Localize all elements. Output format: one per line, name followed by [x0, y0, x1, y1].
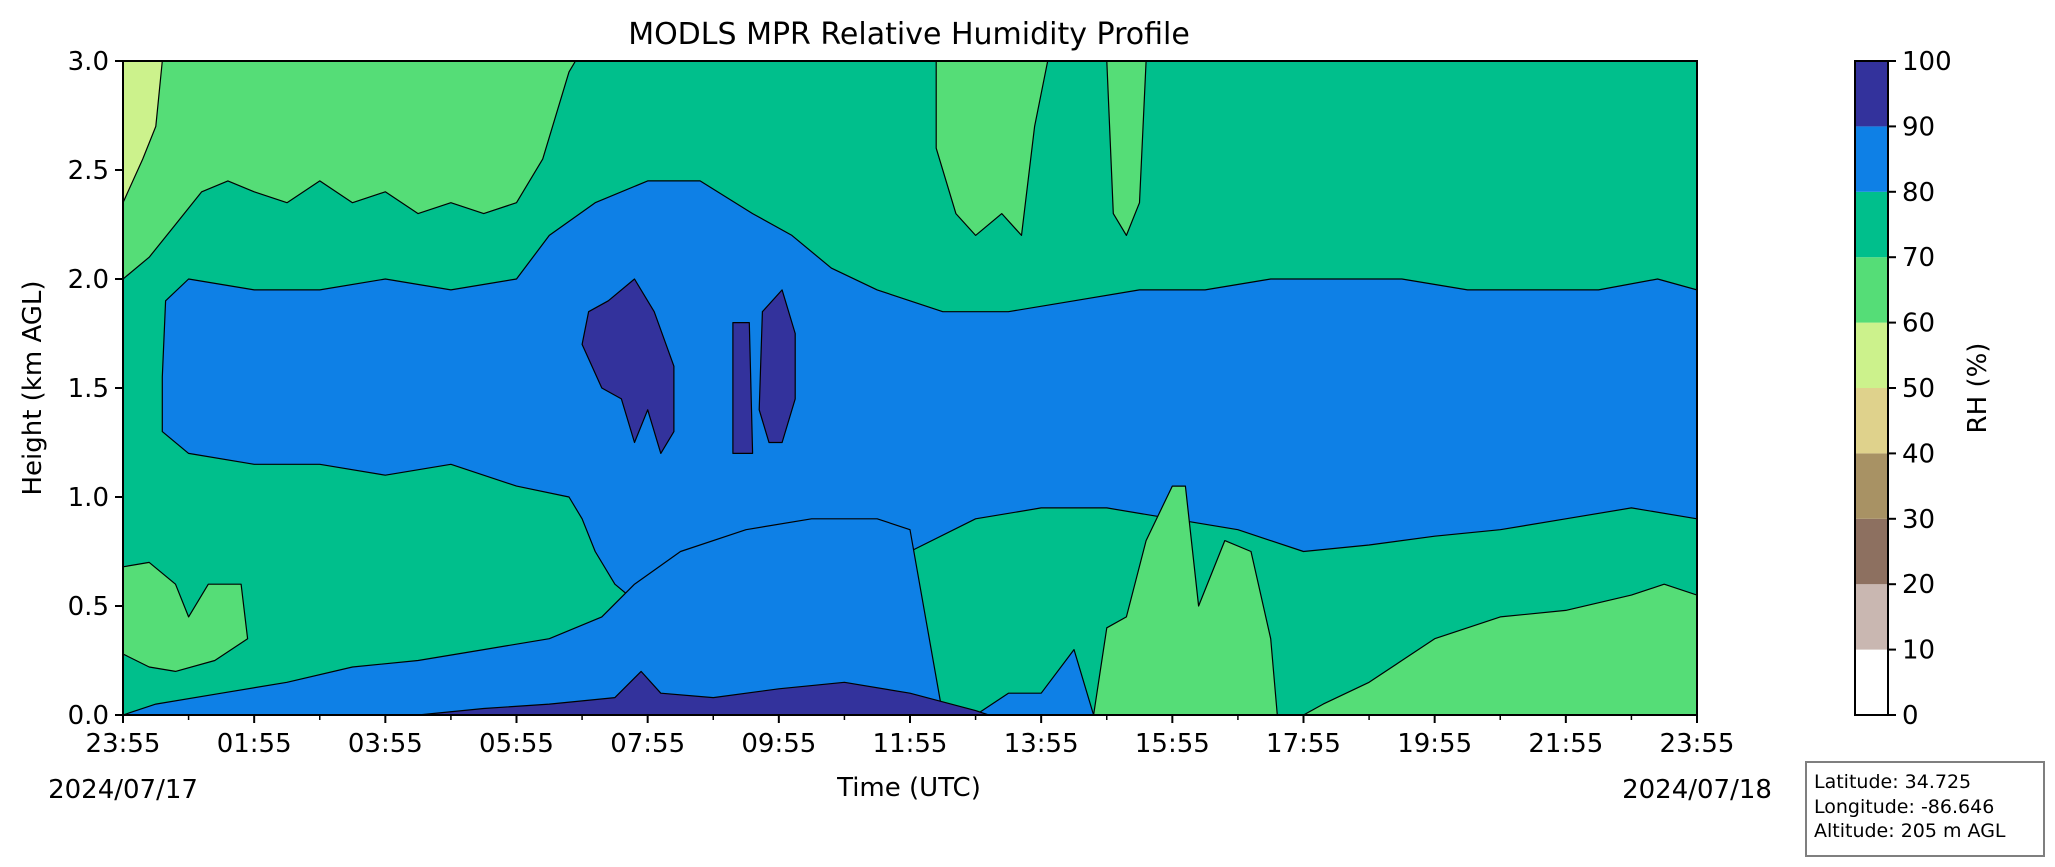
colorbar-segment — [1855, 649, 1888, 715]
colorbar-segment — [1855, 126, 1888, 192]
x-tick-label: 11:55 — [873, 729, 948, 759]
x-tick-label: 19:55 — [1397, 729, 1472, 759]
y-tick-label: 0.5 — [68, 592, 109, 622]
y-tick-label: 1.0 — [68, 483, 109, 513]
colorbar-tick-label: 70 — [1902, 243, 1935, 273]
rh-region-60-70 — [123, 61, 577, 280]
station-info-box: Latitude: 34.725 Longitude: -86.646 Alti… — [1805, 761, 2045, 857]
rh-region-60-70 — [1302, 583, 1697, 715]
rh-region-90-100 — [732, 322, 754, 454]
colorbar-tick-label: 90 — [1902, 112, 1935, 142]
rh-region-50-60 — [123, 61, 163, 204]
colorbar-segment — [1855, 584, 1888, 650]
y-tick-label: 0.0 — [68, 701, 109, 731]
rh-region-80-90 — [123, 518, 1697, 715]
longitude-text: Longitude: -86.646 — [1814, 795, 1995, 818]
x-tick-label: 23:55 — [86, 729, 161, 759]
x-tick-label: 13:55 — [1004, 729, 1079, 759]
rh-region-90-100 — [758, 289, 796, 444]
rh-region-60-70 — [1106, 61, 1147, 236]
x-tick-label: 17:55 — [1266, 729, 1341, 759]
colorbar-tick-label: 0 — [1902, 701, 1919, 731]
colorbar-tick-label: 60 — [1902, 309, 1935, 339]
x-axis: 23:55 01:55 03:55 05:55 07:55 09:55 11:55 13:55… — [86, 715, 1735, 759]
y-tick-label: 1.5 — [68, 374, 109, 404]
x-tick-label: 07:55 — [610, 729, 685, 759]
contour-plot-area — [123, 61, 1697, 715]
colorbar-tick-label: 100 — [1902, 47, 1952, 77]
x-axis-label: Time (UTC) — [836, 773, 981, 803]
latitude-text: Latitude: 34.725 — [1814, 771, 1972, 793]
colorbar-segment — [1855, 191, 1888, 258]
x-tick-label: 01:55 — [217, 729, 292, 759]
y-tick-label: 2.5 — [68, 156, 109, 186]
y-axis: 0.0 0.5 1.0 1.5 2.0 2.5 3.0 — [68, 47, 123, 731]
colorbar-tick-label: 40 — [1902, 439, 1935, 469]
colorbar-segment — [1855, 453, 1888, 519]
colorbar-segment — [1855, 61, 1888, 127]
x-tick-label: 09:55 — [741, 729, 816, 759]
y-tick-label: 2.0 — [68, 265, 109, 295]
colorbar-tick-label: 30 — [1902, 505, 1935, 535]
colorbar-tick-label: 80 — [1902, 178, 1935, 208]
rh-region-60-70 — [935, 61, 1049, 236]
y-tick-label: 3.0 — [68, 47, 109, 77]
y-axis-label: Height (km AGL) — [18, 280, 48, 495]
start-date-label: 2024/07/17 — [48, 775, 198, 805]
colorbar-label: RH (%) — [1963, 343, 1993, 434]
rh-region-90-100 — [417, 670, 990, 715]
x-tick-label: 23:55 — [1660, 729, 1735, 759]
rh-region-60-70 — [1092, 485, 1278, 715]
x-tick-label: 15:55 — [1135, 729, 1210, 759]
colorbar-tick-label: 50 — [1902, 374, 1935, 404]
x-tick-label: 05:55 — [479, 729, 554, 759]
rh-region-90-100 — [581, 278, 675, 454]
x-tick-label: 03:55 — [348, 729, 423, 759]
altitude-text: Altitude: 205 m AGL — [1814, 820, 2006, 842]
colorbar-tick-label: 20 — [1902, 570, 1935, 600]
colorbar: 0 10 20 30 40 50 60 70 80 90 100 — [1854, 47, 1952, 731]
colorbar-segment — [1855, 388, 1888, 454]
colorbar-tick-label: 10 — [1902, 636, 1935, 666]
colorbar-segment — [1855, 322, 1888, 388]
colorbar-segment — [1855, 518, 1888, 585]
rh-region-60-70 — [123, 561, 249, 673]
x-tick-label: 21:55 — [1528, 729, 1603, 759]
chart-title: MODLS MPR Relative Humidity Profile — [628, 17, 1190, 52]
end-date-label: 2024/07/18 — [1622, 775, 1772, 805]
colorbar-segment — [1855, 257, 1888, 323]
